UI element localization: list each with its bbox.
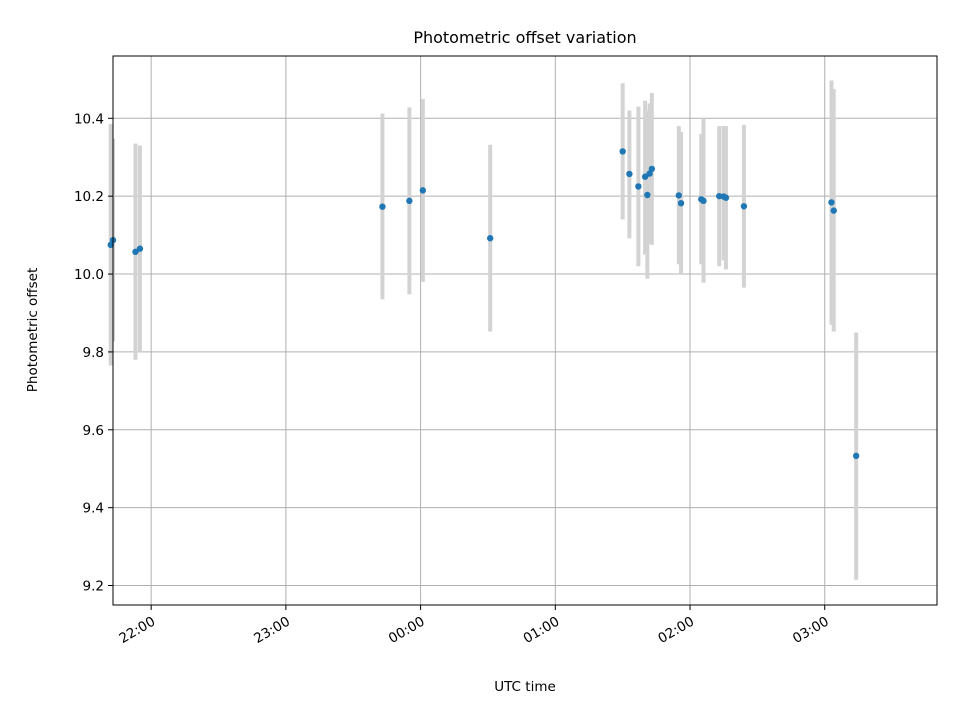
x-axis-label: UTC time <box>494 679 556 695</box>
data-point <box>419 187 427 194</box>
data-point <box>641 173 649 180</box>
data-point <box>406 197 413 205</box>
data-points <box>107 148 860 460</box>
data-point <box>740 203 748 210</box>
data-point <box>830 207 837 214</box>
data-point <box>136 245 144 252</box>
y-tick-label: 9.2 <box>83 579 104 595</box>
data-point <box>132 248 139 256</box>
y-axis: 9.2 9.4 9.6 9.8 10.0 10.2 10.4 <box>74 111 113 595</box>
chart-title: Photometric offset variation <box>413 28 636 47</box>
data-point <box>648 165 656 173</box>
data-point <box>677 199 685 207</box>
data-point <box>635 183 642 190</box>
data-point <box>852 452 860 460</box>
data-point <box>486 235 494 242</box>
data-point <box>619 148 626 155</box>
y-tick-label: 9.8 <box>83 345 104 361</box>
grid <box>113 56 937 605</box>
y-tick-label: 9.6 <box>83 423 104 439</box>
data-point <box>700 197 707 205</box>
y-tick-label: 10.4 <box>74 111 104 127</box>
y-tick-label: 10.2 <box>74 189 104 205</box>
plot-frame <box>112 55 938 606</box>
y-axis-label: Photometric offset <box>25 268 41 392</box>
y-tick-label: 9.4 <box>83 501 104 517</box>
y-tick-label: 10.0 <box>74 267 104 283</box>
data-point <box>644 191 651 199</box>
data-point <box>626 170 633 178</box>
data-point <box>379 203 386 210</box>
data-point <box>722 194 730 201</box>
data-point <box>675 192 682 199</box>
data-point <box>828 199 835 206</box>
plot-area <box>113 56 937 605</box>
